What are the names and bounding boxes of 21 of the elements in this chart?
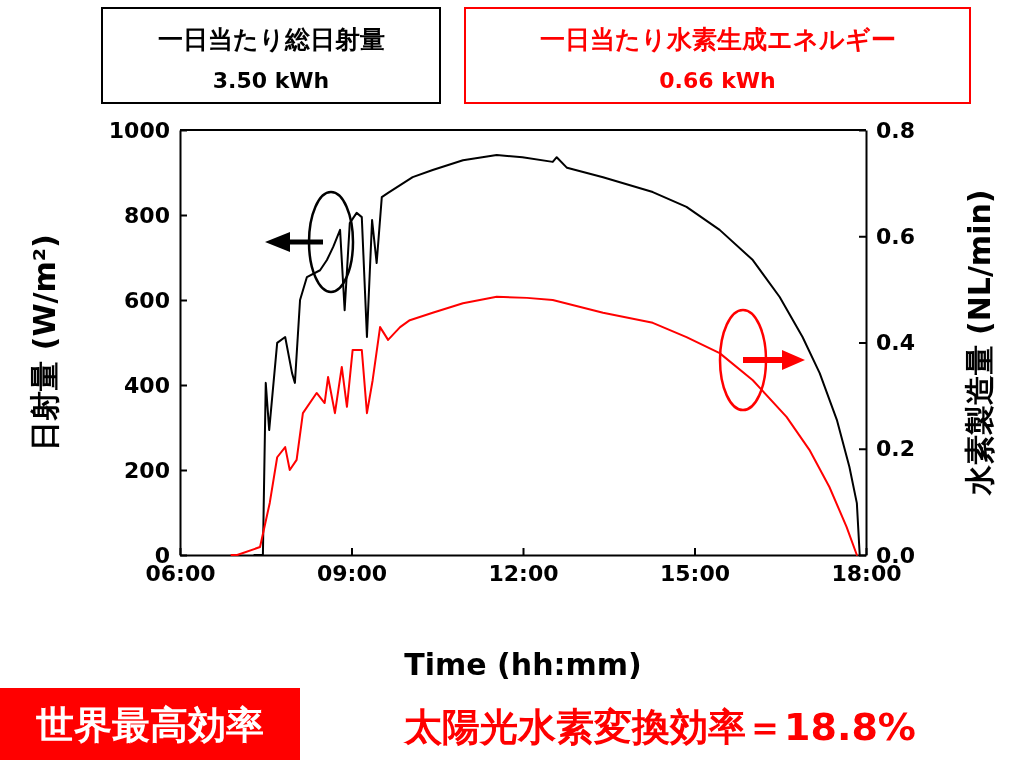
text: 太陽光水素変換効率＝18.8% — [403, 705, 916, 749]
y-tick-label: 600 — [124, 287, 170, 313]
text: 世界最高効率 — [36, 703, 264, 747]
text: 一日当たり水素生成エネルギー — [539, 25, 896, 54]
y-tick-label: 200 — [124, 457, 170, 483]
y-tick-label: 400 — [124, 372, 170, 398]
text: 一日当たり総日射量 — [157, 25, 385, 54]
x-tick-label: 12:00 — [488, 560, 559, 586]
text: 3.50 kWh — [212, 68, 330, 93]
y2-axis-title: 水素製造量 (NL/min) — [962, 189, 997, 497]
x-tick-label: 15:00 — [659, 560, 731, 586]
y2-tick-label: 0.8 — [876, 117, 915, 143]
y2-tick-label: 0.4 — [876, 330, 915, 356]
y2-tick-label: 0.2 — [876, 436, 915, 462]
y2-tick-label: 0.6 — [876, 223, 915, 249]
y-tick-label: 1000 — [108, 117, 170, 143]
x-axis-title: Time (hh:mm) — [404, 647, 642, 682]
text: 0.66 kWh — [659, 68, 776, 93]
x-tick-label: 09:00 — [316, 560, 388, 586]
y-axis-title: 日射量 (W/m²) — [27, 234, 62, 451]
y-tick-label: 800 — [124, 202, 170, 228]
